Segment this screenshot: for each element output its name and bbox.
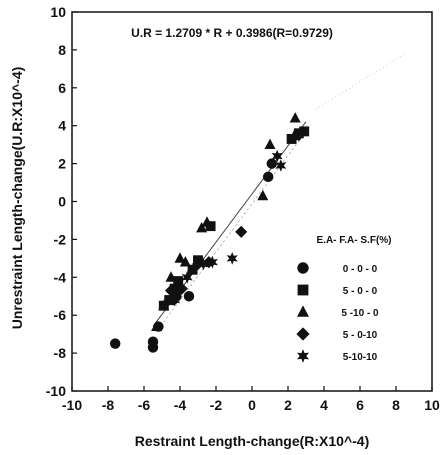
data-point-circle bbox=[147, 342, 159, 353]
data-point-triangle bbox=[179, 256, 191, 267]
y-tick-label: -2 bbox=[54, 231, 67, 247]
x-tick-label: 6 bbox=[356, 397, 364, 413]
regression-line-extension bbox=[314, 53, 406, 110]
data-point-triangle bbox=[196, 221, 208, 233]
data-point-square bbox=[173, 276, 184, 287]
x-axis-label: Restraint Length-change(R:X10^-4) bbox=[135, 433, 370, 449]
y-tick-label: 8 bbox=[58, 42, 66, 58]
data-point-star bbox=[226, 252, 238, 265]
data-point-triangle bbox=[174, 252, 186, 263]
y-tick-label: 10 bbox=[50, 4, 66, 20]
legend-marker-square bbox=[297, 284, 309, 296]
data-point-triangle bbox=[264, 138, 276, 150]
data-point-diamond bbox=[175, 282, 188, 295]
legend-label: 5 - 0-10 bbox=[343, 330, 378, 341]
x-tick-label: -10 bbox=[62, 397, 82, 413]
data-point-diamond bbox=[164, 284, 178, 297]
regression-annotation: U.R = 1.2709 * R + 0.3986(R=0.9729) bbox=[131, 26, 333, 40]
data-point-star bbox=[275, 159, 287, 172]
data-point-star bbox=[169, 293, 181, 307]
x-tick-label: 0 bbox=[248, 397, 256, 413]
legend-label: 5-10-10 bbox=[343, 352, 378, 363]
legend: 0 - 0 - 0 5 - 0 - 0 5 -10 - 0 5 - 0-10 5-10-… bbox=[296, 262, 379, 363]
data-point-square bbox=[299, 126, 310, 137]
y-tick-label: 4 bbox=[58, 118, 66, 134]
x-tick-label: -6 bbox=[138, 397, 151, 413]
data-point-square bbox=[187, 264, 198, 275]
data-point-circle bbox=[262, 171, 274, 183]
data-point-triangle bbox=[201, 216, 213, 227]
data-point-diamond bbox=[292, 129, 305, 142]
x-tick-label: 2 bbox=[284, 397, 292, 413]
legend-label: 5 - 0 - 0 bbox=[343, 286, 378, 297]
data-points bbox=[109, 112, 310, 353]
data-point-triangle bbox=[289, 112, 301, 123]
data-point-star bbox=[287, 130, 299, 144]
plot-border bbox=[71, 11, 433, 392]
y-tick-label: -4 bbox=[54, 269, 67, 285]
y-tick-label: 0 bbox=[58, 194, 66, 210]
data-point-star bbox=[206, 255, 218, 269]
data-point-square bbox=[164, 295, 175, 305]
x-tick-label: 4 bbox=[320, 397, 328, 413]
legend-marker-diamond bbox=[296, 327, 310, 341]
data-point-triangle bbox=[151, 320, 163, 331]
legend-label: 0 - 0 - 0 bbox=[343, 264, 378, 275]
legend-marker-star bbox=[297, 349, 309, 363]
data-point-triangle bbox=[257, 189, 269, 201]
data-point-circle bbox=[266, 158, 278, 169]
data-point-circle bbox=[109, 338, 121, 349]
x-tick-label: 10 bbox=[424, 397, 440, 413]
y-tick-label: -10 bbox=[46, 383, 66, 399]
data-point-star bbox=[181, 271, 193, 284]
legend-label: 5 -10 - 0 bbox=[341, 308, 379, 319]
y-tick-label: 2 bbox=[58, 156, 66, 172]
data-point-triangle bbox=[158, 299, 170, 311]
x-tick-label: -2 bbox=[210, 397, 223, 413]
plot-frame bbox=[71, 11, 433, 392]
data-point-star bbox=[197, 257, 209, 271]
data-point-circle bbox=[183, 291, 195, 302]
x-tick-label: -4 bbox=[174, 397, 187, 413]
y-tick-label: -8 bbox=[54, 345, 67, 361]
y-axis-label: Unrestraint Length-change(U.R:X10^-4) bbox=[9, 67, 25, 330]
data-point-triangle bbox=[165, 271, 177, 282]
data-point-diamond bbox=[191, 257, 205, 271]
data-point-star bbox=[271, 149, 283, 163]
axis-ticks: -10 -8 -6 -4 -2 0 2 4 6 8 10 -10 -8 -6 -4 -2 0 2 4 6 8 10 bbox=[46, 4, 440, 413]
y-tick-label: -6 bbox=[54, 307, 67, 323]
x-tick-label: -8 bbox=[102, 397, 115, 413]
legend-marker-triangle bbox=[297, 305, 309, 317]
legend-marker-circle bbox=[297, 262, 309, 274]
y-tick-label: 6 bbox=[58, 80, 66, 96]
data-point-diamond bbox=[202, 256, 215, 269]
data-point-diamond bbox=[235, 225, 248, 238]
legend-title: E.A- F.A- S.F(%) bbox=[317, 235, 392, 246]
x-tick-label: 8 bbox=[392, 397, 400, 413]
